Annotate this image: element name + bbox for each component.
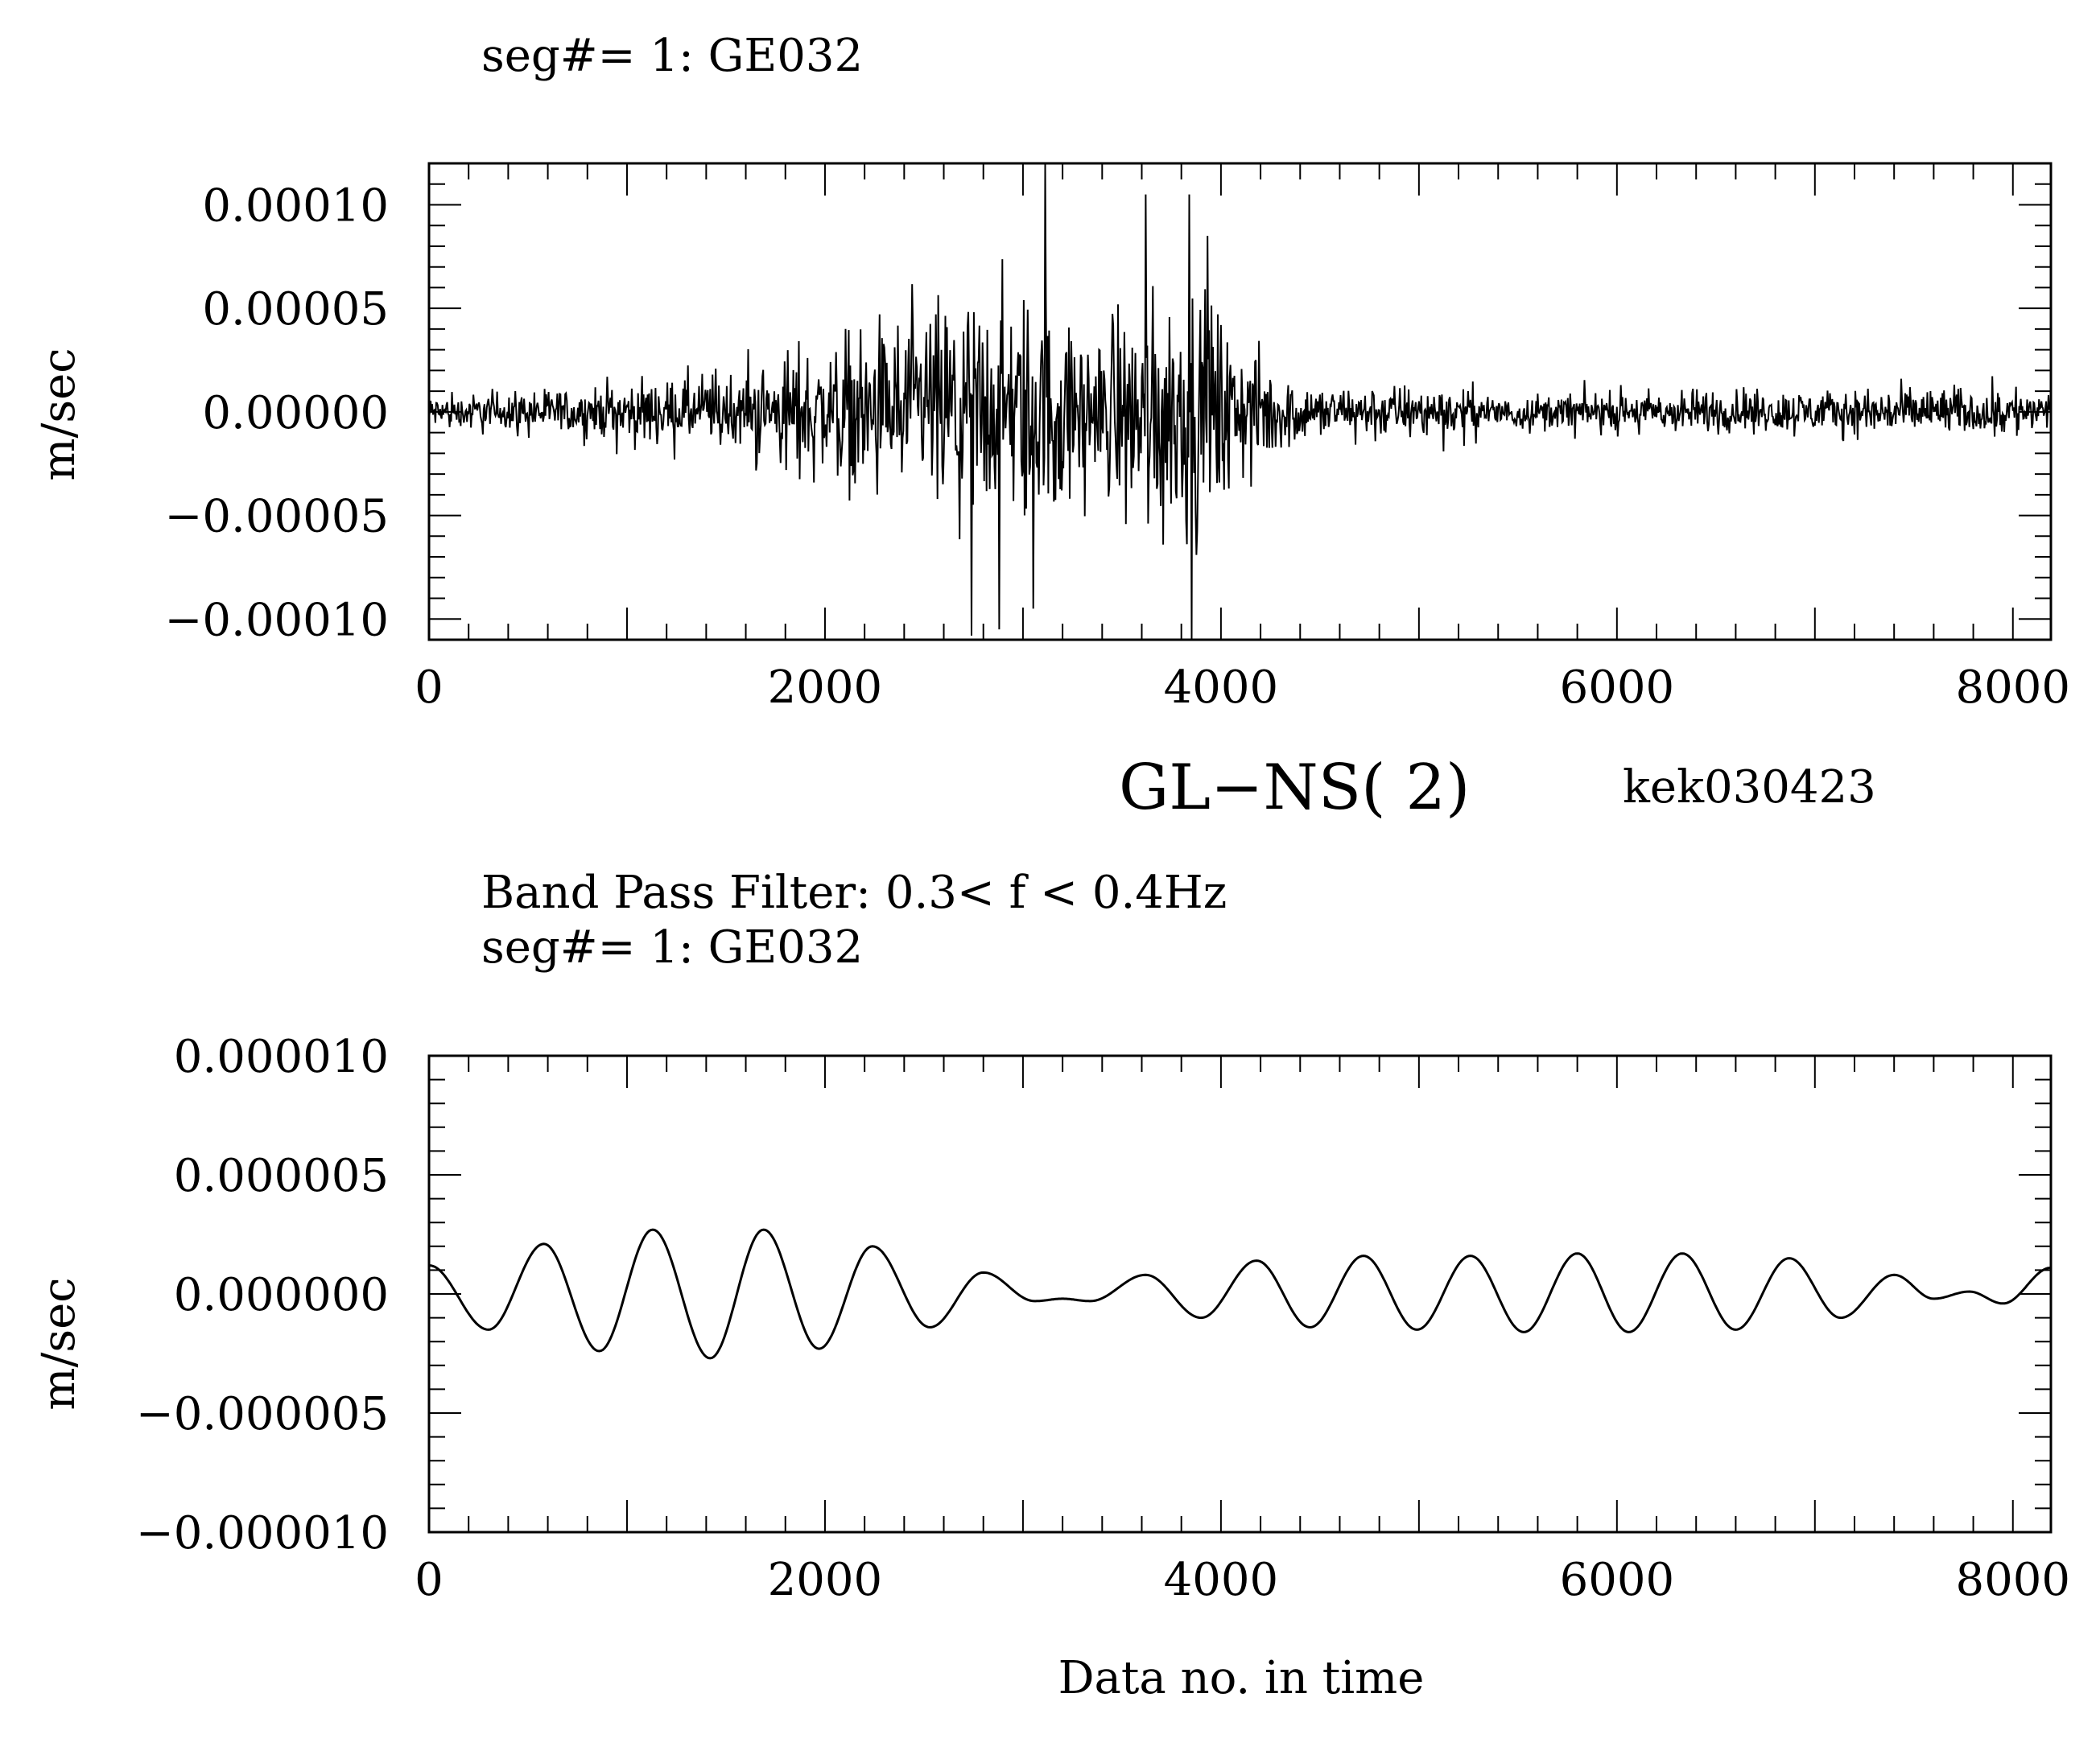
top-y-tick-label: 0.00005 — [202, 283, 389, 336]
bottom-x-tick-label: 8000 — [1956, 1554, 2071, 1606]
bottom-series-line — [428, 1228, 2052, 1360]
top-axis-ticks — [428, 163, 2051, 641]
top-y-tick-label: 0.00000 — [202, 387, 389, 439]
top-x-tick-label: 8000 — [1956, 661, 2071, 714]
top-y-tick-label: 0.00010 — [202, 179, 389, 232]
bottom-y-tick-label: 0.000000 — [174, 1269, 389, 1321]
bottom-x-tick-label: 2000 — [768, 1554, 883, 1606]
station-component-label: GL−NS( 2) — [1119, 752, 1470, 824]
bottom-x-tick-label: 4000 — [1164, 1554, 1279, 1606]
top-x-tick-label: 6000 — [1560, 661, 1675, 714]
bottom-y-tick-labels: 0.000010 0.000005 0.000000 −0.000005 −0.0000… — [136, 1031, 389, 1560]
bottom-chart-title-filter: Band Pass Filter: 0.3< f < 0.4Hz — [481, 867, 1227, 919]
bottom-chart-title-seg: seg#= 1: GE032 — [481, 921, 863, 974]
x-axis-label: Data no. in time — [1058, 1652, 1425, 1704]
bottom-y-tick-label: −0.000010 — [136, 1507, 389, 1560]
bottom-axis-ticks — [428, 1055, 2051, 1533]
bottom-y-tick-label: 0.000005 — [174, 1150, 389, 1202]
top-y-tick-label: −0.00005 — [165, 491, 390, 543]
top-x-tick-label: 2000 — [768, 661, 883, 714]
top-y-axis-label: m/sec — [33, 348, 85, 480]
top-y-tick-labels: 0.00010 0.00005 0.00000 −0.00005 −0.00010 — [165, 179, 390, 646]
bottom-y-tick-label: 0.000010 — [174, 1031, 389, 1083]
top-series-line — [428, 163, 2052, 641]
top-chart-title: seg#= 1: GE032 — [481, 30, 863, 82]
bottom-y-tick-label: −0.000005 — [136, 1388, 389, 1440]
bottom-x-tick-label: 0 — [415, 1554, 444, 1606]
dataset-tag: kek030423 — [1623, 761, 1876, 814]
top-x-tick-label: 4000 — [1164, 661, 1279, 714]
top-y-tick-label: −0.00010 — [165, 594, 390, 646]
bottom-x-tick-labels: 0 2000 4000 6000 8000 — [415, 1554, 2070, 1606]
bottom-x-tick-label: 6000 — [1560, 1554, 1675, 1606]
top-x-tick-label: 0 — [415, 661, 444, 714]
bottom-plot-frame — [427, 1054, 2053, 1534]
top-plot-frame — [427, 162, 2053, 641]
top-x-tick-labels: 0 2000 4000 6000 8000 — [415, 661, 2070, 714]
bottom-y-axis-label: m/sec — [33, 1277, 85, 1410]
